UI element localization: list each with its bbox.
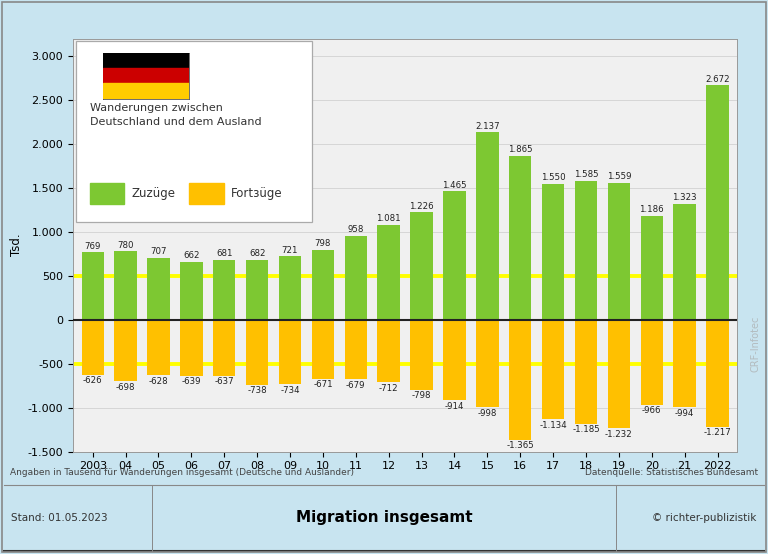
Text: -628: -628 [149,377,168,386]
Bar [246,320,268,384]
Text: -626: -626 [83,376,102,386]
Bar [443,320,465,400]
Text: 1.186: 1.186 [640,205,664,214]
Bar [312,320,334,379]
Text: 721: 721 [282,246,298,255]
Bar [378,320,400,382]
Bar [246,260,268,320]
Text: -966: -966 [642,406,661,415]
Bar [213,260,236,320]
Bar [345,235,367,320]
Text: -639: -639 [181,377,201,387]
Text: 662: 662 [183,251,200,260]
Text: -671: -671 [313,380,333,389]
Bar [574,181,598,320]
Bar [279,320,301,384]
Text: -637: -637 [214,377,234,386]
Bar [542,184,564,320]
Bar [674,320,696,407]
Text: Datenquelle: Statistisches Bundesamt: Datenquelle: Statistisches Bundesamt [585,468,758,477]
Text: 1.323: 1.323 [672,193,697,202]
Text: 2.137: 2.137 [475,121,500,131]
Bar [607,183,630,320]
FancyBboxPatch shape [76,41,312,223]
Bar [707,320,729,427]
Bar [542,320,564,419]
Bar [443,191,465,320]
Text: Fortзüge: Fortзüge [231,187,283,200]
Text: -1.217: -1.217 [703,428,731,437]
Text: 1.559: 1.559 [607,172,631,181]
Bar [180,261,203,320]
Y-axis label: Tsd.: Tsd. [11,234,24,257]
Bar [509,320,531,440]
Text: 1.465: 1.465 [442,181,467,189]
Text: 1.550: 1.550 [541,173,565,182]
Bar [410,320,432,390]
Bar [147,320,170,375]
Text: 1.226: 1.226 [409,202,434,211]
Text: 1.585: 1.585 [574,170,598,179]
Text: 1.081: 1.081 [376,214,401,223]
Bar [180,320,203,376]
Bar [674,204,696,320]
Text: -998: -998 [478,409,497,418]
Bar [147,258,170,320]
Bar [279,257,301,320]
Text: Zuzüge: Zuzüge [131,187,175,200]
Text: CRF-Infotec: CRF-Infotec [750,315,761,372]
Text: 780: 780 [118,240,134,250]
Text: -738: -738 [247,386,267,395]
Text: -698: -698 [116,383,135,392]
Text: -679: -679 [346,381,366,390]
Bar [90,183,124,204]
Bar [641,320,663,404]
Text: -1.134: -1.134 [539,421,567,430]
Bar [213,320,236,376]
Text: 798: 798 [315,239,331,248]
Bar [476,320,498,407]
Text: 1.865: 1.865 [508,146,532,155]
Bar [607,320,630,428]
Text: 2.672: 2.672 [705,75,730,84]
Bar [574,320,598,424]
Bar [476,132,498,320]
Bar [81,252,104,320]
Text: -712: -712 [379,384,399,393]
Text: -734: -734 [280,386,300,395]
Text: Angaben in Tausend für Wanderungen insgesamt (Deutsche und Ausländer): Angaben in Tausend für Wanderungen insge… [10,468,354,477]
Bar [81,320,104,375]
Text: -1.365: -1.365 [506,441,534,450]
Text: 769: 769 [84,242,101,250]
Bar [114,320,137,381]
Text: -914: -914 [445,402,464,411]
Bar [114,252,137,320]
Bar [312,250,334,320]
Text: Migration insgesamt: Migration insgesamt [296,510,472,526]
Bar [509,156,531,320]
Text: -798: -798 [412,392,432,401]
Text: Deutschland und dem Ausland: Deutschland und dem Ausland [90,117,261,127]
Text: -1.232: -1.232 [605,429,633,439]
Bar [641,216,663,320]
Text: 682: 682 [249,249,266,258]
Text: 681: 681 [216,249,233,258]
Bar [378,225,400,320]
Bar [707,85,729,320]
Bar [189,183,223,204]
Bar [345,320,367,379]
Text: Stand: 01.05.2023: Stand: 01.05.2023 [12,513,108,523]
Text: 958: 958 [348,225,364,234]
Text: -1.185: -1.185 [572,425,600,434]
Text: 707: 707 [151,247,167,256]
Bar [410,212,432,320]
Text: -994: -994 [675,409,694,418]
Text: © richter-publizistik: © richter-publizistik [652,513,756,523]
Text: Wanderungen zwischen: Wanderungen zwischen [90,102,223,113]
